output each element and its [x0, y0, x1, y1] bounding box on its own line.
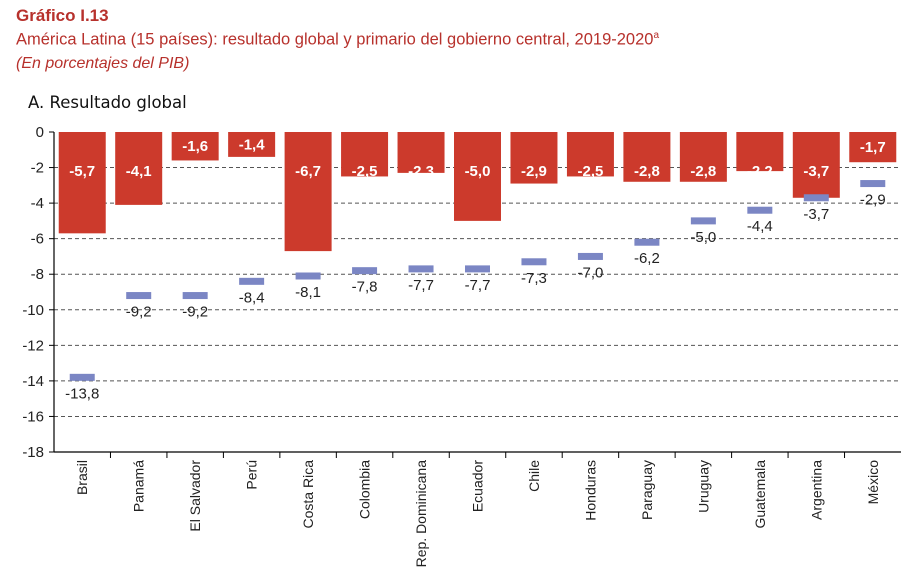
bar-global-result [510, 132, 558, 184]
bar-global-result [284, 132, 332, 252]
marker-data-label: -13,8 [65, 385, 99, 402]
y-tick-label: -8 [31, 266, 44, 283]
bar-global-result [171, 132, 219, 161]
marker-primary-result [239, 277, 265, 285]
x-category-label: Costa Rica [300, 460, 316, 529]
marker-data-label: -9,2 [126, 304, 152, 321]
marker-data-label: -6,2 [634, 250, 660, 267]
bar-data-label: -6,7 [295, 163, 321, 180]
x-category-label: Brasil [74, 460, 90, 495]
x-category-label: Paraguay [639, 460, 655, 520]
bar-global-result [566, 132, 614, 177]
y-tick-label: 0 [36, 124, 44, 141]
marker-primary-result [860, 180, 886, 188]
y-tick-label: -18 [22, 444, 44, 461]
y-tick-label: -2 [31, 160, 44, 177]
bar-global-result [849, 132, 897, 163]
marker-data-label: -5,0 [690, 229, 716, 246]
marker-data-label: -8,1 [295, 284, 321, 301]
marker-primary-result [577, 252, 603, 260]
bar-data-label: -3,7 [803, 163, 829, 180]
marker-primary-result [690, 217, 716, 225]
marker-primary-result [803, 194, 829, 202]
figure-subtitle: (En porcentajes del PIB) [16, 55, 190, 72]
x-category-label: Colombia [357, 460, 373, 519]
bar-data-label: -2,8 [634, 163, 660, 180]
marker-primary-result [521, 258, 547, 266]
x-category-label: El Salvador [187, 460, 203, 532]
bar-global-result [228, 132, 276, 157]
x-category-label: Chile [526, 460, 542, 492]
bar-data-label: -2,8 [690, 163, 716, 180]
bar-data-label: -2,9 [521, 163, 547, 180]
bar-data-label: -4,1 [126, 163, 152, 180]
x-category-label: México [865, 460, 881, 505]
x-category-label: Guatemala [752, 460, 768, 529]
marker-data-label: -7,0 [578, 264, 604, 281]
bar-global-result [115, 132, 163, 205]
marker-primary-result [465, 265, 490, 273]
bar-global-result [454, 132, 501, 221]
bar-data-label: -2,5 [578, 163, 604, 180]
bar-global-result [58, 132, 106, 234]
marker-data-label: -3,7 [803, 206, 829, 223]
marker-primary-result [69, 373, 95, 381]
bar-global-result [736, 132, 784, 172]
marker-primary-result [352, 267, 378, 275]
y-tick-label: -4 [31, 195, 44, 212]
marker-data-label: -4,4 [747, 218, 773, 235]
marker-primary-result [295, 272, 321, 280]
bar-data-label: -1,6 [182, 138, 208, 155]
marker-data-label: -7,3 [521, 270, 547, 287]
y-tick-label: -6 [31, 231, 44, 248]
bar-data-label: -5,7 [69, 163, 95, 180]
panel-title: A. Resultado global [28, 93, 187, 112]
x-category-label: Uruguay [695, 460, 711, 513]
marker-data-label: -7,8 [352, 279, 378, 296]
x-category-label: Honduras [582, 460, 598, 521]
marker-primary-result [126, 292, 152, 300]
figure-title: América Latina (15 países): resultado gl… [16, 30, 659, 50]
marker-primary-result [747, 206, 773, 214]
bar-global-result [623, 132, 671, 182]
y-tick-label: -12 [22, 337, 44, 354]
y-tick-label: -16 [22, 408, 44, 425]
marker-primary-result [182, 292, 208, 300]
marker-data-label: -7,7 [465, 277, 491, 294]
figure-label: Gráfico I.13 [16, 6, 109, 25]
figure-title-footnote-mark: a [653, 30, 660, 41]
marker-primary-result [634, 238, 660, 246]
bar-data-label: -2,2 [747, 163, 773, 180]
marker-data-label: -8,4 [239, 289, 265, 306]
bar-data-label: -5,0 [465, 163, 491, 180]
x-category-label: Ecuador [470, 460, 486, 512]
bar-data-label: -2,5 [352, 163, 378, 180]
bar-global-result [397, 132, 445, 173]
marker-data-label: -2,9 [860, 192, 886, 209]
bar-global-result [341, 132, 389, 177]
bar-global-result [792, 132, 840, 198]
figure-title-text: América Latina (15 países): resultado gl… [16, 30, 654, 49]
marker-data-label: -9,2 [182, 304, 208, 321]
marker-primary-result [408, 265, 434, 273]
bar-data-label: -1,4 [239, 136, 266, 153]
x-category-label: Panamá [131, 460, 147, 512]
bar-data-label: -1,7 [860, 139, 886, 156]
bar-global-result [679, 132, 727, 182]
x-category-label: Argentina [808, 460, 824, 520]
y-tick-label: -14 [22, 373, 44, 390]
x-category-label: Perú [244, 460, 260, 490]
y-tick-label: -10 [22, 302, 44, 319]
marker-data-label: -7,7 [408, 277, 434, 294]
x-category-label: Rep. Dominicana [413, 460, 429, 568]
bar-data-label: -2,3 [408, 163, 434, 180]
